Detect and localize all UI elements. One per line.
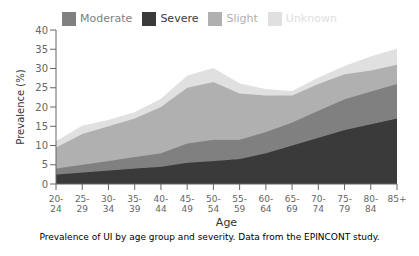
svg-text:15: 15 <box>35 121 48 132</box>
html-text:Severe: Severe <box>160 12 199 25</box>
svg-text:85+: 85+ <box>388 194 407 204</box>
svg-text:65-69: 65-69 <box>285 194 300 214</box>
svg-text:20-24: 20-24 <box>49 194 64 214</box>
svg-text:75-79: 75-79 <box>337 194 352 214</box>
svg-text:5: 5 <box>42 159 48 170</box>
svg-text:10: 10 <box>35 140 48 151</box>
svg-text:40-44: 40-44 <box>154 194 169 214</box>
svg-text:55-59: 55-59 <box>232 194 247 214</box>
svg-text:45-49: 45-49 <box>180 194 195 214</box>
svg-text:70-74: 70-74 <box>311 194 326 214</box>
svg-text:30-34: 30-34 <box>101 194 116 214</box>
svg-text:35-39: 35-39 <box>127 194 142 214</box>
svg-text:Age: Age <box>216 216 238 229</box>
html-text:Slight: Slight <box>226 12 258 25</box>
html-text:Prevalence of UI by age group: Prevalence of UI by age group and severi… <box>39 232 380 242</box>
html-text:Unknown: Unknown <box>285 12 337 25</box>
html-text:Moderate: Moderate <box>80 12 133 25</box>
svg-text:30: 30 <box>35 63 48 74</box>
svg-text:60-64: 60-64 <box>258 194 273 214</box>
svg-text:20: 20 <box>35 102 48 113</box>
svg-text:25: 25 <box>35 82 48 93</box>
svg-text:50-54: 50-54 <box>206 194 221 214</box>
svg-text:35: 35 <box>35 44 48 55</box>
svg-text:40: 40 <box>35 25 48 36</box>
svg-text:80-84: 80-84 <box>363 194 378 214</box>
svg-text:25-29: 25-29 <box>75 194 90 214</box>
svg-text:0: 0 <box>42 179 48 190</box>
svg-text:Prevalence (%): Prevalence (%) <box>15 69 26 144</box>
